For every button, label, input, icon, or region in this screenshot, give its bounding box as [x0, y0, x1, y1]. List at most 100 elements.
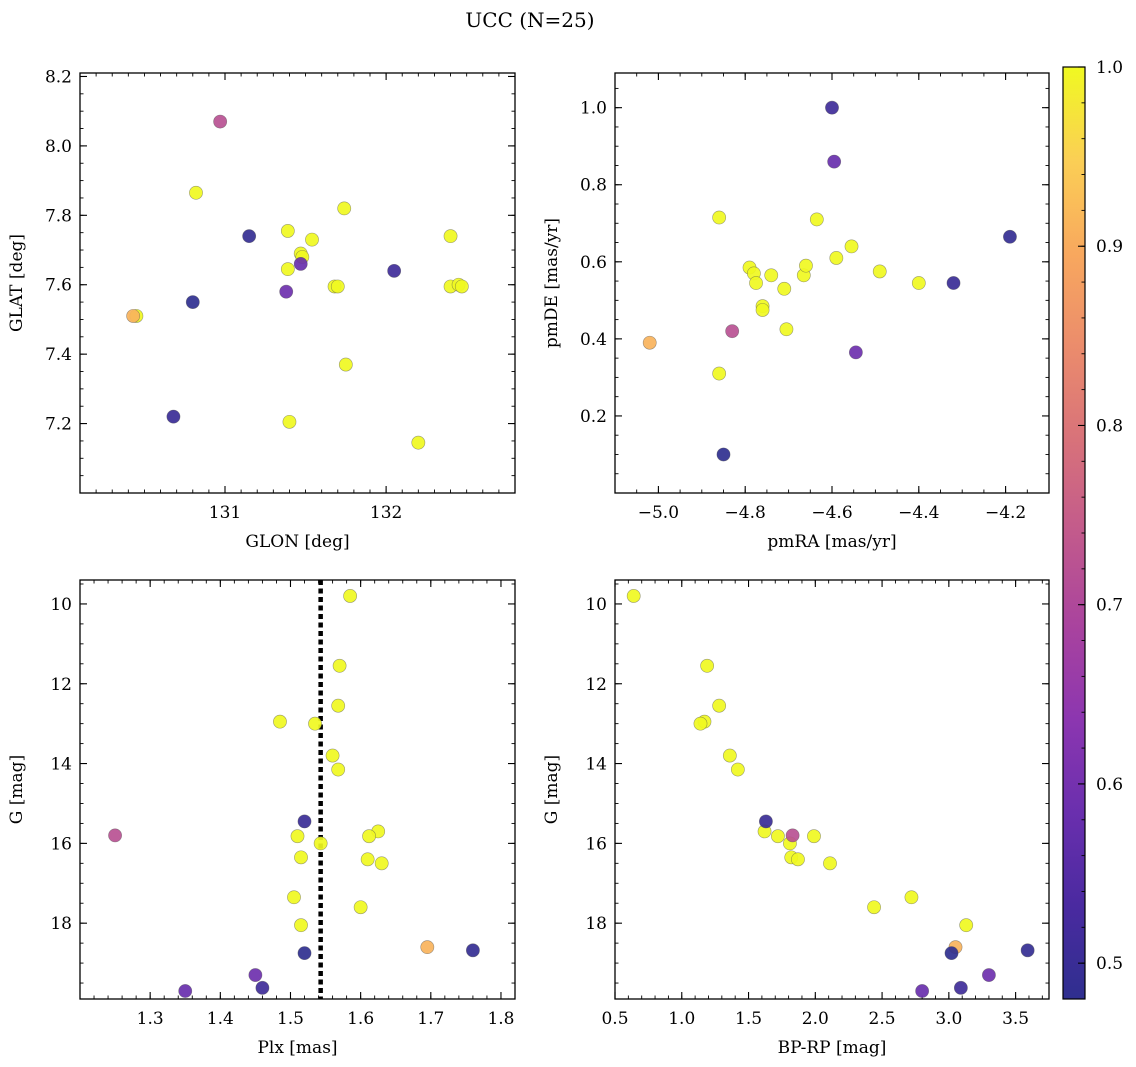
data-point [280, 262, 295, 277]
y-tick-label: 8.0 [45, 137, 72, 157]
x-tick-label: 1.6 [347, 1009, 374, 1029]
data-point [248, 968, 263, 982]
y-axis-label: GLAT [deg] [7, 234, 27, 332]
data-point [108, 828, 122, 843]
data-point [771, 829, 785, 844]
data-point [712, 366, 727, 381]
data-point [959, 918, 974, 933]
data-point [904, 890, 919, 905]
data-point [332, 658, 347, 673]
data-point [626, 589, 641, 603]
data-point [725, 324, 740, 339]
data-point [294, 850, 308, 865]
y-tick-label: 7.8 [45, 206, 72, 226]
data-point [331, 762, 346, 777]
data-point [700, 658, 715, 673]
data-point [823, 856, 837, 871]
data-point [255, 980, 270, 995]
data-point [454, 279, 469, 294]
panel-glon-glat: 131 132 7.2 7.4 7.6 7.8 8.0 8.2 GLON [deg] GLAT [… [7, 67, 516, 552]
y-tick-label: 10 [585, 595, 607, 615]
colorbar-tick-label: 0.5 [1096, 954, 1123, 974]
x-tick-label: 131 [209, 503, 241, 523]
data-point [867, 900, 881, 915]
panel-plx-g: 1.3 1.4 1.5 1.6 1.7 1.8 10 12 14 16 18 Plx [mas] G [… [7, 579, 516, 1058]
data-point [749, 276, 763, 290]
y-tick-label: 18 [585, 914, 607, 934]
x-tick-label: −4.2 [985, 503, 1026, 523]
x-tick-label: 1.5 [277, 1009, 304, 1029]
data-point [946, 276, 961, 290]
data-point [915, 984, 930, 998]
plot-area [79, 72, 516, 494]
data-point [1003, 229, 1017, 244]
y-tick-label: 8.2 [45, 67, 72, 87]
data-point [825, 100, 839, 115]
x-tick-label: −4.4 [898, 503, 939, 523]
data-point [944, 946, 959, 961]
x-axis-label: GLON [deg] [245, 532, 349, 552]
data-point [693, 716, 708, 731]
data-point [337, 201, 352, 216]
data-point [331, 698, 346, 713]
data-point [785, 828, 800, 843]
colorbar-tick-label: 0.6 [1096, 775, 1123, 795]
data-point [293, 257, 308, 271]
data-point [360, 852, 375, 867]
x-tick-label: 1.0 [668, 1009, 695, 1029]
data-point [982, 968, 996, 982]
plot-area [614, 579, 1050, 1000]
data-point [297, 946, 312, 961]
data-point [848, 345, 863, 360]
y-tick-label: 7.4 [45, 345, 72, 365]
data-point [189, 185, 203, 200]
data-point [287, 890, 301, 905]
x-axis-label: pmRA [mas/yr] [767, 532, 896, 552]
data-point [280, 224, 295, 238]
colorbar-tick-label: 0.7 [1096, 596, 1123, 616]
x-tick-label: −5.0 [638, 503, 679, 523]
data-point [764, 268, 779, 283]
data-point [730, 762, 745, 777]
data-point [362, 829, 376, 844]
x-tick-label: 2.0 [802, 1009, 829, 1029]
y-axis-label: G [mag] [7, 755, 27, 824]
x-tick-label: 132 [370, 503, 402, 523]
plot-area [614, 72, 1050, 494]
data-point [755, 303, 770, 317]
plot-area [79, 579, 516, 1000]
y-tick-label: 16 [585, 834, 607, 854]
x-tick-label: 3.0 [935, 1009, 962, 1029]
data-point [308, 716, 322, 731]
x-tick-label: 1.4 [207, 1009, 234, 1029]
data-point [305, 232, 319, 247]
data-point [343, 589, 358, 603]
data-point [712, 698, 727, 713]
data-point [387, 263, 402, 278]
x-tick-label: 1.3 [137, 1009, 164, 1029]
y-tick-label: 7.6 [45, 276, 72, 296]
colorbar-tick-label: 0.9 [1096, 237, 1123, 257]
data-point [411, 435, 426, 450]
x-tick-label: 2.5 [869, 1009, 896, 1029]
y-tick-label: 12 [585, 675, 607, 695]
panel-bprp-g: 0.5 1.0 1.5 2.0 2.5 3.0 3.5 10 12 14 16 18 BP-RP [ma… [542, 579, 1050, 1058]
y-tick-label: 10 [50, 595, 72, 615]
data-point [712, 210, 727, 225]
panel-pmra-pmde: −5.0 −4.8 −4.6 −4.4 −4.2 0.2 0.4 0.6 0.8 1.0 pmRA … [542, 72, 1050, 552]
data-point [290, 829, 305, 844]
x-tick-label: 1.8 [487, 1009, 514, 1029]
data-point [242, 229, 257, 244]
y-tick-label: 0.8 [580, 176, 607, 196]
data-point [282, 414, 297, 429]
colorbar-tick-label: 1.0 [1096, 58, 1123, 78]
data-point [443, 229, 458, 244]
data-point [722, 748, 737, 763]
data-point [953, 980, 968, 995]
x-tick-label: −4.6 [811, 503, 852, 523]
data-point [374, 856, 389, 871]
data-point [466, 943, 480, 958]
data-point [330, 279, 345, 294]
y-tick-label: 14 [585, 755, 607, 775]
